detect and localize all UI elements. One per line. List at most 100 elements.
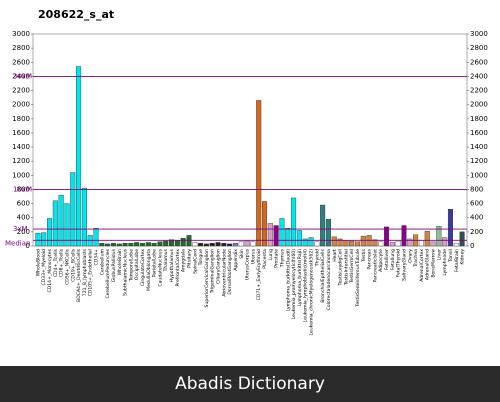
x-tick-label: AdrenalCortex [419, 249, 425, 282]
x-tick-label: Hypothalamus [169, 248, 175, 282]
x-tick-label: Adipocyte [378, 249, 384, 272]
y-tick-label: 1000 [12, 171, 30, 179]
bar [192, 242, 198, 247]
x-tick-label: Cerebellum [99, 248, 105, 275]
bar [442, 237, 448, 247]
bar [232, 242, 238, 247]
y2-tick-label: 3000 [470, 30, 488, 38]
bar [407, 238, 413, 247]
x-tick-label: AtrioventricularNode [221, 249, 227, 297]
x-tick-label: SuperiorCervicalGanglion [204, 249, 210, 308]
chart-title: 208622_s_at [38, 8, 114, 21]
y-tick-label: 1400 [12, 143, 30, 151]
bar [81, 187, 87, 247]
bar [401, 225, 407, 247]
bar [209, 242, 215, 247]
x-tick-label: CD33+_Myeloid [41, 249, 47, 286]
bar [47, 218, 53, 247]
bar [134, 242, 140, 247]
x-tick-label: TrigeminalGanglion [210, 249, 216, 294]
y-tick-label: 2000 [12, 101, 30, 109]
bar [64, 203, 70, 247]
y2-tick-label: 0 [470, 242, 474, 250]
bar [221, 242, 227, 247]
bar [459, 231, 465, 247]
x-tick-label: Skin [239, 249, 245, 259]
x-tick-label: Leukemia_promyelocytic(hl60) [291, 249, 297, 320]
x-tick-label: Prostate [274, 249, 280, 268]
bar [105, 243, 111, 247]
bar [139, 242, 146, 247]
footer-bar [0, 366, 500, 402]
y2-tick-label: 1400 [470, 143, 488, 151]
bar [180, 238, 186, 247]
y2-tick-label: 1200 [470, 157, 488, 165]
x-tick-label: Tonsil [448, 249, 454, 263]
bar [203, 243, 209, 247]
x-tick-label: Thymus [279, 248, 285, 268]
x-tick-label: Appendix [233, 249, 239, 271]
bar [174, 240, 180, 247]
bar [354, 241, 361, 247]
x-tick-label: Uterus [250, 248, 256, 264]
x-tick-label: Testis [361, 248, 367, 262]
bar [145, 242, 151, 247]
y-tick-label: 800 [17, 185, 30, 193]
x-tick-label: AdrenalGland [425, 249, 431, 280]
x-tick-label: CD4+_Tcells [53, 248, 59, 277]
x-tick-label: OccipitalLobe [134, 249, 140, 280]
y-tick-label: 1800 [12, 115, 30, 123]
bar [157, 241, 163, 247]
reference-label: Median [5, 239, 30, 247]
bar [227, 243, 233, 247]
x-tick-label: Lymphoma_burkitts(Daudi) [285, 249, 291, 311]
x-tick-label: CingulateCortex [140, 249, 146, 286]
x-tick-label: BronchialEpithelialCells [320, 248, 326, 302]
x-tick-label: Liver [436, 249, 442, 260]
x-tick-label: WholeBlood [35, 249, 41, 276]
bar [128, 242, 134, 247]
bar [52, 200, 58, 247]
x-tick-label: PrefrontalCortex [175, 249, 181, 287]
x-tick-label: Lymphoma_burkitts(Raji) [297, 249, 303, 306]
x-tick-label: TestisSeminiferousTubule [355, 249, 361, 308]
x-tick-label: ParietalLobe [152, 249, 158, 277]
bar [436, 226, 442, 247]
bar [58, 194, 64, 247]
x-tick-label: BDCA4+_DentriticCells [76, 248, 82, 302]
x-tick-label: GlobusPallidus [111, 248, 117, 282]
bar [215, 242, 221, 247]
y2-tick-label: 600 [470, 200, 483, 208]
y-tick-label: 2800 [12, 44, 30, 52]
reference-label: 10xM [13, 185, 32, 193]
bar [424, 230, 430, 247]
x-tick-label: Fetallung [390, 249, 396, 270]
y2-tick-label: 200 [470, 228, 483, 236]
y-tick-label: 2600 [12, 58, 30, 66]
bar [343, 240, 349, 247]
y2-tick-label: 2200 [470, 87, 488, 95]
x-tick-label: Pituitary [186, 249, 192, 268]
y2-tick-label: 2400 [470, 72, 488, 80]
bar [279, 218, 285, 247]
bar [447, 209, 453, 247]
bar [273, 225, 279, 247]
bar [262, 201, 268, 247]
x-tick-label: BoneMarrow [431, 249, 437, 278]
x-tick-label: Leukemia_chronicMyelogenous(k562) [309, 249, 315, 336]
x-tick-label: Pancreas [367, 248, 373, 269]
bar [244, 240, 250, 247]
x-tick-label: FetalBrain [454, 249, 460, 272]
plot-frame [32, 33, 468, 247]
bar [337, 238, 343, 247]
bar [372, 239, 378, 247]
x-tick-label: Thalamus [163, 248, 169, 272]
bar [151, 242, 157, 247]
bar [99, 242, 105, 247]
x-tick-label: WholeBrain [117, 249, 123, 275]
x-tick-label: Placenta [262, 249, 268, 269]
x-tick-label: SubthalamicNucleus [123, 248, 129, 296]
bar [110, 242, 116, 247]
x-tick-label: Fetalliver [384, 249, 390, 270]
